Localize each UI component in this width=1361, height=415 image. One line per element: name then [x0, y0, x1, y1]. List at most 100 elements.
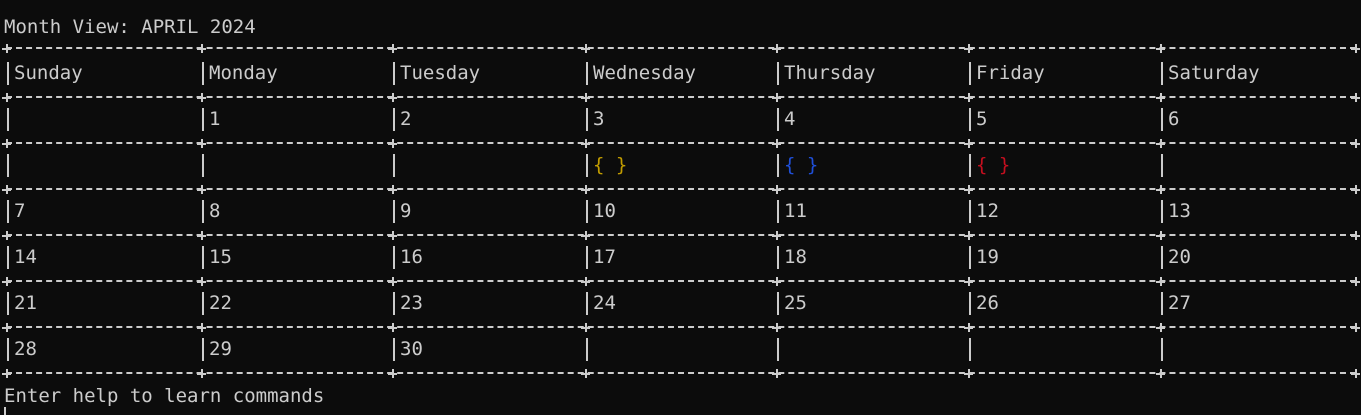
column-divider: [969, 62, 971, 85]
weekday-header-wednesday: Wednesday: [593, 62, 696, 84]
column-divider: [393, 62, 395, 85]
day-cell: 17: [593, 246, 616, 268]
column-divider: [777, 200, 779, 223]
event-marker: { }: [784, 154, 819, 176]
day-cell: 15: [209, 246, 232, 268]
grid-junction: [964, 44, 973, 53]
weekday-header-thursday: Thursday: [784, 62, 876, 84]
day-cell: 4: [784, 108, 796, 130]
grid-junction: [197, 93, 206, 102]
row-separator: [6, 372, 1356, 374]
grid-junction: [1351, 323, 1360, 332]
grid-junction: [581, 323, 590, 332]
column-divider: [777, 108, 779, 131]
grid-junction: [964, 93, 973, 102]
grid-junction: [581, 93, 590, 102]
column-divider: [969, 200, 971, 223]
day-cell: 21: [14, 292, 37, 314]
grid-junction: [1351, 139, 1360, 148]
column-divider: [7, 108, 9, 131]
day-cell: 16: [400, 246, 423, 268]
weekday-header-sunday: Sunday: [14, 62, 83, 84]
column-divider: [1161, 200, 1163, 223]
grid-junction: [964, 185, 973, 194]
column-divider: [586, 246, 588, 269]
column-divider: [1161, 154, 1163, 177]
row-separator: [6, 234, 1356, 236]
column-divider: [777, 154, 779, 177]
grid-junction: [2, 323, 11, 332]
grid-junction: [772, 277, 781, 286]
grid-junction: [772, 44, 781, 53]
column-divider: [586, 200, 588, 223]
grid-junction: [2, 44, 11, 53]
grid-junction: [1351, 277, 1360, 286]
column-divider: [777, 338, 779, 361]
grid-junction: [964, 139, 973, 148]
grid-junction: [772, 93, 781, 102]
day-cell: 28: [14, 338, 37, 360]
grid-junction: [1156, 277, 1165, 286]
day-cell: 22: [209, 292, 232, 314]
grid-junction: [964, 369, 973, 378]
day-cell: 7: [14, 200, 26, 222]
grid-junction: [197, 185, 206, 194]
grid-junction: [772, 139, 781, 148]
column-divider: [1161, 62, 1163, 85]
day-cell: 14: [14, 246, 37, 268]
grid-junction: [197, 139, 206, 148]
column-divider: [202, 338, 204, 361]
day-cell: 26: [976, 292, 999, 314]
column-divider: [586, 292, 588, 315]
event-marker: { }: [976, 154, 1011, 176]
grid-junction: [388, 139, 397, 148]
grid-junction: [2, 369, 11, 378]
grid-junction: [2, 93, 11, 102]
day-cell: 11: [784, 200, 807, 222]
column-divider: [202, 62, 204, 85]
row-separator: [6, 280, 1356, 282]
column-divider: [586, 62, 588, 85]
day-cell: 30: [400, 338, 423, 360]
column-divider: [7, 292, 9, 315]
grid-junction: [1156, 323, 1165, 332]
day-cell: 1: [209, 108, 221, 130]
weekday-header-friday: Friday: [976, 62, 1045, 84]
grid-junction: [2, 185, 11, 194]
grid-junction: [1156, 44, 1165, 53]
day-cell: 12: [976, 200, 999, 222]
grid-junction: [772, 185, 781, 194]
column-divider: [586, 338, 588, 361]
row-separator: [6, 188, 1356, 190]
day-cell: 27: [1168, 292, 1191, 314]
grid-junction: [581, 369, 590, 378]
grid-junction: [1351, 44, 1360, 53]
column-divider: [969, 108, 971, 131]
column-divider: [7, 62, 9, 85]
column-divider: [202, 108, 204, 131]
day-cell: 10: [593, 200, 616, 222]
column-divider: [586, 108, 588, 131]
day-cell: 2: [400, 108, 412, 130]
command-prompt-hint: Enter help to learn commands: [4, 385, 325, 407]
weekday-header-monday: Monday: [209, 62, 278, 84]
column-divider: [7, 338, 9, 361]
column-divider: [393, 338, 395, 361]
grid-junction: [1351, 185, 1360, 194]
grid-junction: [197, 323, 206, 332]
grid-junction: [581, 139, 590, 148]
column-divider: [202, 154, 204, 177]
day-cell: 5: [976, 108, 988, 130]
column-divider: [777, 62, 779, 85]
column-divider: [1161, 108, 1163, 131]
column-divider: [7, 200, 9, 223]
grid-junction: [1351, 369, 1360, 378]
day-cell: 29: [209, 338, 232, 360]
grid-junction: [1351, 231, 1360, 240]
grid-junction: [1351, 93, 1360, 102]
grid-junction: [964, 277, 973, 286]
row-separator: [6, 96, 1356, 98]
weekday-header-saturday: Saturday: [1168, 62, 1260, 84]
column-divider: [7, 246, 9, 269]
